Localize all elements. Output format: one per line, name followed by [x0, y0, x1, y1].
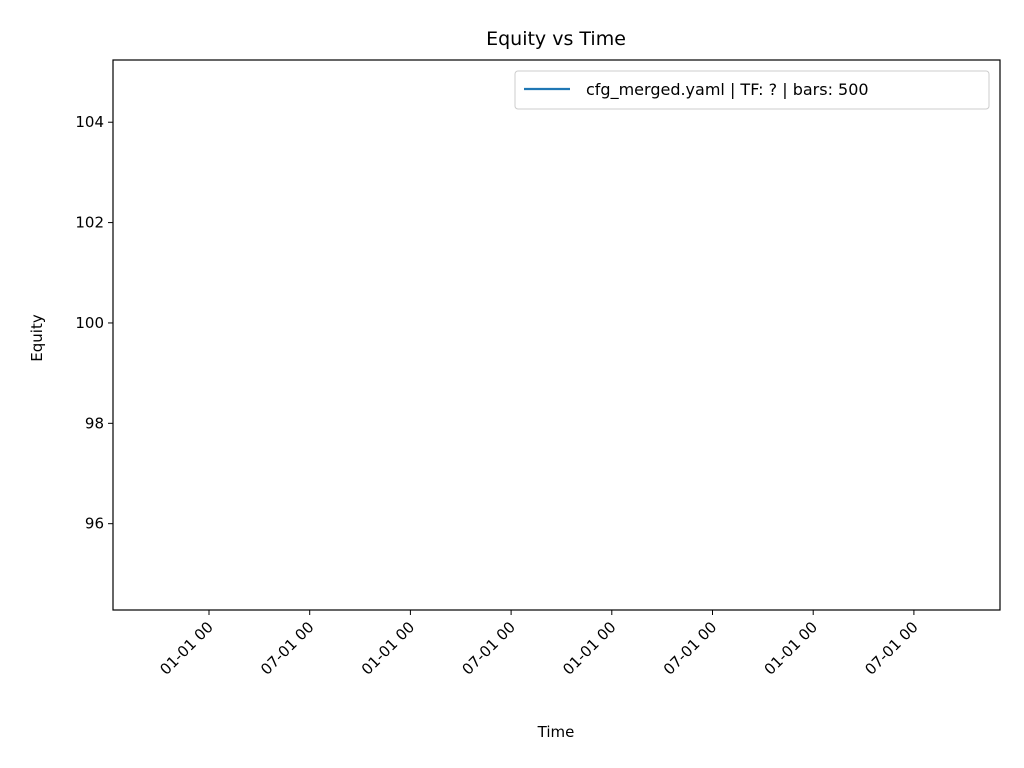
y-axis-label: Equity [28, 314, 46, 362]
x-tick-label: 07-01 00 [257, 618, 317, 678]
x-tick-label: 01-01 00 [156, 618, 216, 678]
y-tick-label: 102 [75, 214, 104, 232]
x-tick-label: 01-01 00 [358, 618, 418, 678]
x-tick-label: 01-01 00 [761, 618, 821, 678]
legend-label: cfg_merged.yaml | TF: ? | bars: 500 [586, 80, 869, 100]
y-tick-label: 104 [75, 113, 104, 131]
legend: cfg_merged.yaml | TF: ? | bars: 500 [514, 70, 990, 110]
plot-area [112, 59, 1001, 611]
x-tick-label: 07-01 00 [861, 618, 921, 678]
x-tick-label: 01-01 00 [559, 618, 619, 678]
y-tick-label: 100 [75, 314, 104, 332]
x-axis-label: Time [537, 723, 575, 741]
x-tick-label: 07-01 00 [660, 618, 720, 678]
legend-box [514, 70, 990, 110]
y-tick-label: 96 [85, 515, 104, 533]
chart-title: Equity vs Time [486, 28, 626, 50]
x-tick-label: 07-01 00 [459, 618, 519, 678]
y-tick-label: 98 [85, 414, 104, 432]
